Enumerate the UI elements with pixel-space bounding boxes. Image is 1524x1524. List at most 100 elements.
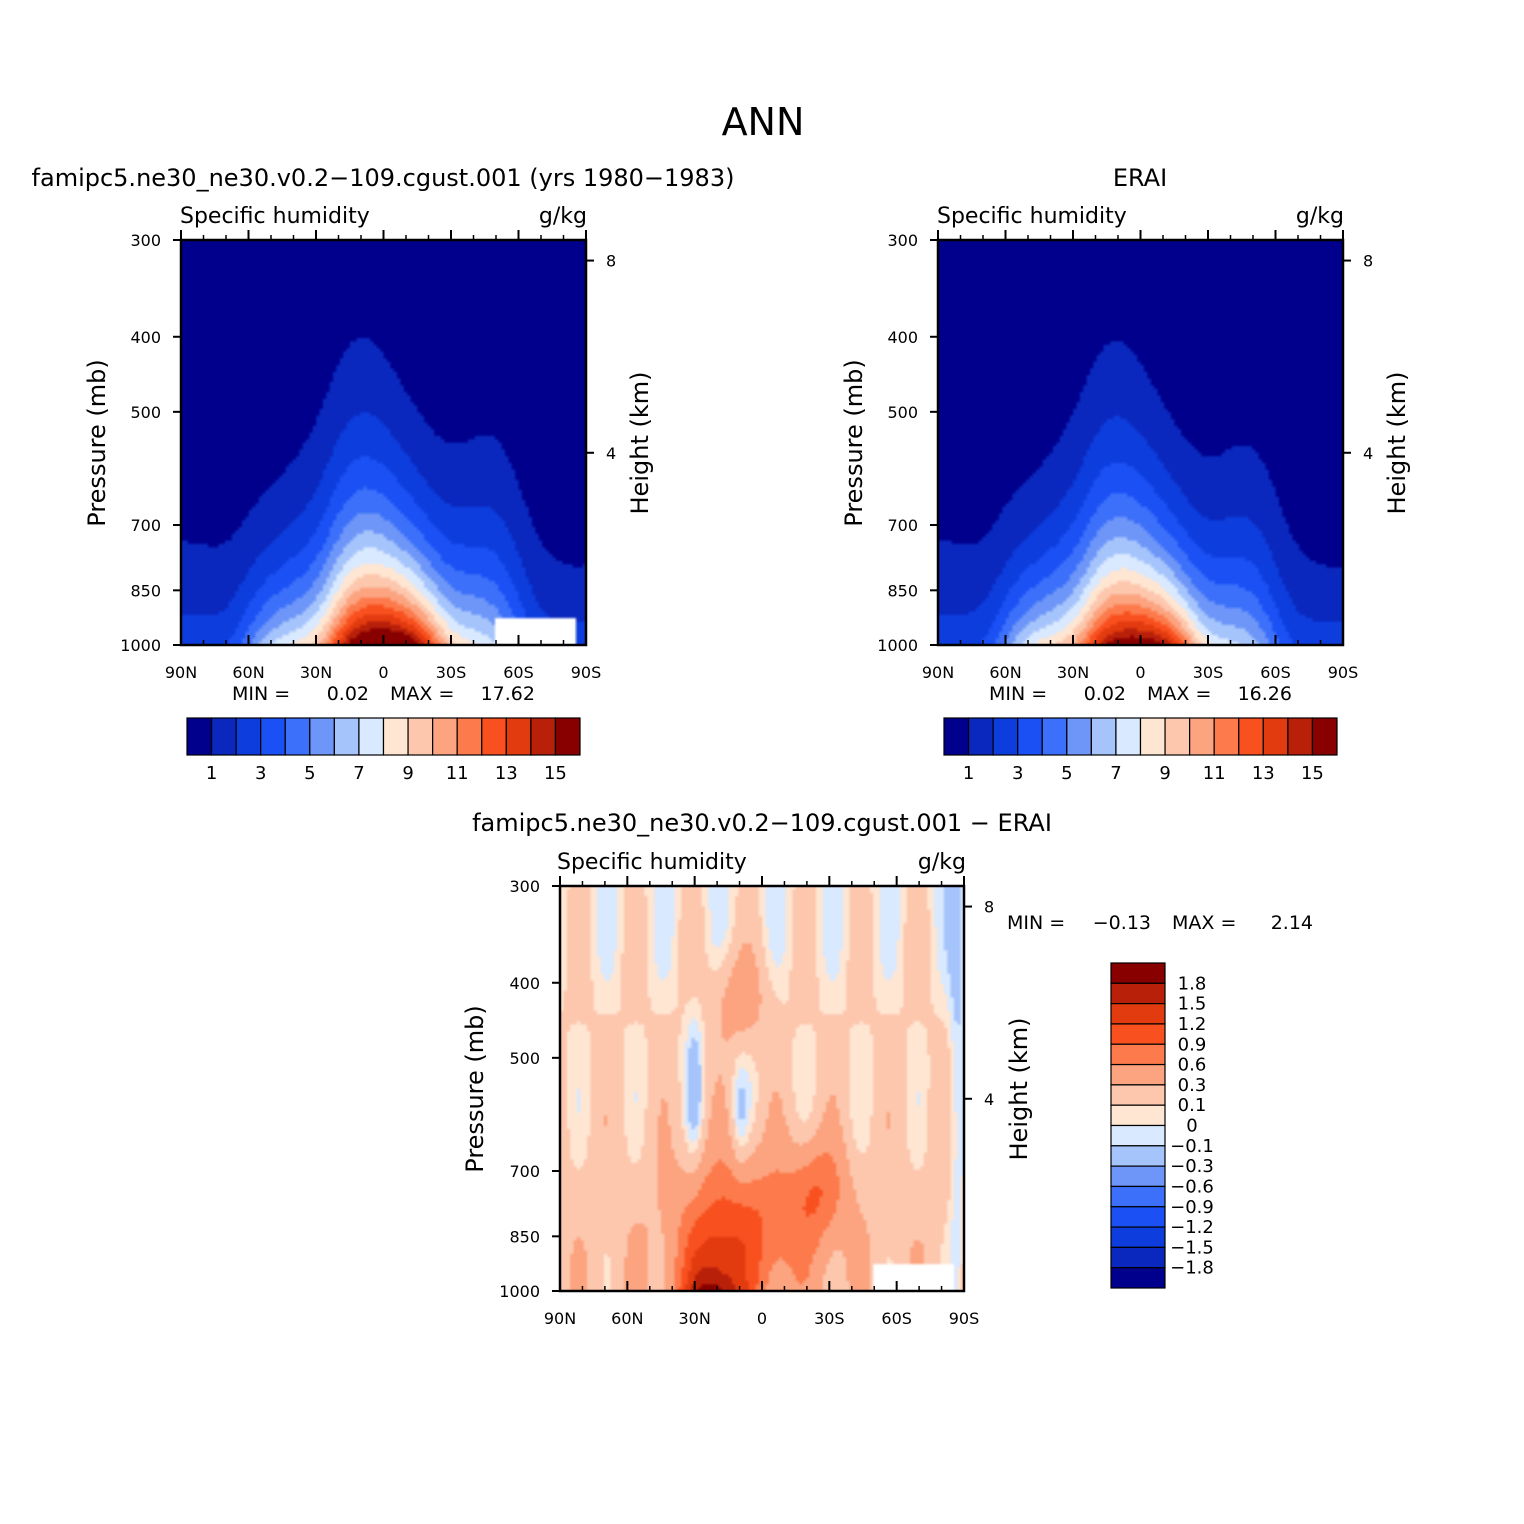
colorbar-label: 13 xyxy=(495,763,518,784)
colorbar-swatch xyxy=(1110,1185,1166,1208)
panel-difference: famipc5.ne30_ne30.v0.2−109.cgust.001 − E… xyxy=(461,809,1313,1328)
colorbar-label: 5 xyxy=(1061,763,1072,784)
colorbar: 1 3 5 7 9 11 13 15 xyxy=(943,717,1338,784)
colorbar-swatch xyxy=(1110,962,1166,984)
colorbar-swatch xyxy=(1110,982,1166,1005)
colorbar-label: 11 xyxy=(1203,763,1226,784)
max-label: MAX = xyxy=(390,683,454,705)
colorbar-swatch xyxy=(1189,717,1215,756)
y-tick-label: 1000 xyxy=(499,1282,540,1301)
panel-model: famipc5.ne30_ne30.v0.2−109.cgust.001 (yr… xyxy=(32,164,735,784)
max-value: 16.26 xyxy=(1238,683,1292,705)
colorbar-swatch xyxy=(1262,717,1289,756)
x-tick-label: 60S xyxy=(881,1309,912,1328)
x-tick-label: 60N xyxy=(232,663,264,682)
colorbar-swatch xyxy=(1110,1104,1166,1127)
x-tick-label: 90S xyxy=(571,663,602,682)
colorbar-swatch xyxy=(1110,1165,1166,1188)
y-tick-label: 300 xyxy=(509,877,540,896)
colorbar-label: 0.9 xyxy=(1178,1034,1207,1055)
y-axis-label: Pressure (mb) xyxy=(461,1005,489,1172)
colorbar-label: 1 xyxy=(963,763,974,784)
max-label: MAX = xyxy=(1147,683,1211,705)
colorbar-swatch xyxy=(1110,1043,1166,1066)
colorbar-label: 7 xyxy=(353,763,364,784)
x-tick-label: 30S xyxy=(814,1309,845,1328)
colorbar-label: −1.8 xyxy=(1170,1258,1214,1279)
colorbar-label: −0.1 xyxy=(1170,1136,1214,1157)
y-tick-label: 700 xyxy=(887,516,918,535)
colorbar-swatch xyxy=(309,717,335,756)
colorbar-swatch xyxy=(967,717,994,756)
colorbar-label: −0.9 xyxy=(1170,1197,1214,1218)
x-tick-label: 30S xyxy=(436,663,467,682)
colorbar-label: 1.5 xyxy=(1178,994,1207,1015)
colorbar-swatch xyxy=(554,717,581,756)
colorbar-swatch xyxy=(1139,717,1166,756)
x-tick-label: 90N xyxy=(165,663,197,682)
contour-plot: 90N 60N 30N 0 30S 60S 90S 300 400 500 700 850 1000 8 4 xyxy=(499,876,994,1328)
colorbar-label: 1.8 xyxy=(1178,973,1207,994)
colorbar-swatch xyxy=(1164,717,1191,756)
y-right-tick-label: 8 xyxy=(984,898,994,917)
y-tick-label: 850 xyxy=(509,1227,540,1246)
x-tick-label: 60S xyxy=(503,663,534,682)
colorbar-swatch xyxy=(1110,1226,1166,1248)
contour-field xyxy=(938,240,1343,645)
y-tick-label: 300 xyxy=(130,231,161,250)
variable-label: Specific humidity xyxy=(180,204,370,229)
panel-title: ERAI xyxy=(1113,164,1167,192)
y-axis-right-label: Height (km) xyxy=(1383,372,1411,515)
colorbar-swatch xyxy=(1017,717,1043,756)
y-tick-label: 400 xyxy=(887,328,918,347)
min-label: MIN = xyxy=(1007,912,1065,934)
y-tick-label: 1000 xyxy=(877,636,918,655)
x-tick-label: 30S xyxy=(1193,663,1224,682)
x-tick-label: 90N xyxy=(922,663,954,682)
colorbar-swatch xyxy=(1110,1246,1166,1269)
colorbar-swatch xyxy=(260,717,286,756)
colorbar-label: 0.6 xyxy=(1178,1055,1207,1076)
colorbar-label: 1.2 xyxy=(1178,1014,1207,1035)
panel-title: famipc5.ne30_ne30.v0.2−109.cgust.001 − E… xyxy=(472,809,1052,837)
y-tick-label: 850 xyxy=(130,581,161,600)
colorbar-label: 0.3 xyxy=(1178,1075,1207,1096)
x-tick-label: 30N xyxy=(679,1309,711,1328)
x-tick-label: 90N xyxy=(544,1309,576,1328)
colorbar-swatch xyxy=(333,717,360,756)
colorbar-swatch xyxy=(1090,717,1117,756)
min-label: MIN = xyxy=(989,683,1047,705)
contour-plot: 90N 60N 30N 0 30S 60S 90S 300 400 500 700 850 1000 8 4 xyxy=(877,230,1373,682)
panel-erai: ERAI Specific humidity g/kg 90N 60N 30N 0 30… xyxy=(840,164,1411,784)
y-right-tick-label: 8 xyxy=(606,252,616,271)
max-value: 17.62 xyxy=(481,683,535,705)
y-tick-label: 500 xyxy=(130,403,161,422)
colorbar-label: 3 xyxy=(255,763,266,784)
colorbar-label: −0.3 xyxy=(1170,1156,1214,1177)
y-tick-label: 500 xyxy=(887,403,918,422)
x-tick-label: 60N xyxy=(989,663,1021,682)
y-right-tick-label: 4 xyxy=(984,1090,994,1109)
figure-title: ANN xyxy=(722,100,805,144)
x-tick-label: 90S xyxy=(949,1309,980,1328)
colorbar-swatch xyxy=(1066,717,1092,756)
y-tick-label: 300 xyxy=(887,231,918,250)
colorbar-label: −0.6 xyxy=(1170,1176,1214,1197)
x-tick-label: 60N xyxy=(611,1309,643,1328)
min-value: 0.02 xyxy=(327,683,369,705)
colorbar-swatch xyxy=(382,717,409,756)
colorbar-swatch xyxy=(992,717,1019,756)
colorbar: 1.81.51.20.90.60.30.10−0.1−0.3−0.6−0.9−1… xyxy=(1110,962,1214,1289)
colorbar-swatch xyxy=(1110,1023,1166,1045)
min-value: 0.02 xyxy=(1084,683,1126,705)
colorbar-swatch xyxy=(284,717,311,756)
y-tick-label: 400 xyxy=(130,328,161,347)
colorbar-label: 9 xyxy=(1159,763,1170,784)
colorbar-label: 7 xyxy=(1110,763,1121,784)
y-axis-right-label: Height (km) xyxy=(626,372,654,515)
units-label: g/kg xyxy=(918,850,966,875)
min-label: MIN = xyxy=(232,683,290,705)
colorbar-swatch xyxy=(1110,1267,1166,1289)
y-axis-label: Pressure (mb) xyxy=(83,359,111,526)
y-tick-label: 700 xyxy=(509,1162,540,1181)
